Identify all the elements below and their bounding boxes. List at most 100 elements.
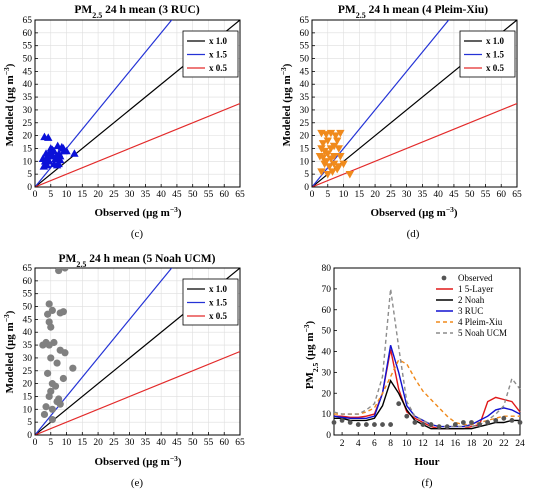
data-point [61, 268, 69, 272]
observed-point [355, 422, 361, 427]
y-tick-label: 35 [23, 341, 33, 351]
x-tick-label: 0 [33, 438, 38, 448]
legend-label: x 1.5 [486, 50, 505, 60]
y-tick-label: 20 [322, 389, 332, 399]
y-tick-label: 60 [23, 277, 33, 287]
data-point [47, 323, 55, 331]
y-tick-label: 80 [322, 264, 332, 274]
y-tick-label: 10 [23, 405, 33, 415]
data-point [69, 364, 77, 372]
x-tick-label: 2 [340, 439, 345, 449]
x-tick-label: 10 [339, 190, 349, 200]
observed-point [412, 420, 418, 425]
y-tick-label: 55 [23, 42, 33, 52]
x-tick-label: 30 [125, 438, 135, 448]
y-tick-label: 70 [322, 285, 332, 295]
y-tick-label: 60 [23, 29, 33, 39]
x-tick-label: 50 [188, 438, 198, 448]
y-tick-label: 60 [300, 29, 310, 39]
x-tick-label: 5 [325, 190, 330, 200]
panel-e: PM2.5 24 h mean (5 Noah UCM) 0 5 10 15 20 25 3… [2, 253, 246, 489]
y-tick-label: 45 [23, 67, 33, 77]
x-tick-label: 40 [433, 190, 443, 200]
panel-c-title: PM2.5 24 h mean (3 RUC) [74, 4, 199, 20]
series-line [334, 349, 521, 430]
data-point [345, 170, 355, 179]
x-tick-label: 14 [434, 439, 444, 449]
legend-label: Observed [458, 273, 493, 283]
x-tick-label: 35 [141, 438, 151, 448]
panel-e-label: (e) [131, 477, 144, 489]
y-tick-label: 5 [27, 170, 32, 180]
series-line [334, 358, 520, 426]
panel-c-label: (c) [131, 228, 144, 240]
data-point [55, 268, 63, 275]
panel-d-x-axis-label: Observed (µg m−3) [370, 205, 457, 220]
data-point [56, 400, 64, 408]
x-tick-label: 15 [78, 438, 88, 448]
data-point [326, 129, 336, 138]
x-tick-label: 10 [62, 190, 72, 200]
y-tick-label: 25 [23, 119, 33, 129]
data-point [40, 410, 49, 419]
panel-d-y-axis-label: Modeled (µg m−3) [279, 63, 294, 146]
reference-line [35, 268, 173, 435]
y-tick-label: 15 [23, 392, 33, 402]
data-point [329, 160, 339, 169]
observed-point [460, 420, 466, 425]
data-point [54, 159, 63, 168]
legend-label: x 0.5 [209, 311, 228, 321]
data-point [323, 170, 332, 179]
legend-label: x 1.5 [209, 298, 228, 308]
x-tick-label: 50 [465, 190, 475, 200]
observed-point [339, 417, 345, 423]
legend-label: 1 5-Layer [458, 284, 493, 294]
y-tick-label: 40 [23, 80, 33, 90]
data-point [318, 140, 328, 148]
data-point [336, 152, 345, 161]
y-tick-label: 30 [23, 354, 33, 364]
legend-label: x 0.5 [209, 63, 228, 73]
x-tick-label: 60 [219, 190, 229, 200]
x-tick-label: 10 [62, 438, 72, 448]
y-tick-label: 25 [300, 119, 310, 129]
data-point [44, 133, 53, 141]
y-tick-label: 35 [23, 93, 33, 103]
observed-point [509, 417, 515, 423]
panel-f-label: (f) [422, 477, 433, 489]
y-tick-label: 45 [300, 67, 310, 77]
x-tick-label: 25 [109, 438, 119, 448]
y-tick-label: 40 [23, 328, 33, 338]
data-point [323, 137, 332, 146]
data-point [329, 152, 339, 161]
observed-point [517, 420, 523, 425]
panel-c-y-axis-label: Modeled (µg m−3) [2, 63, 17, 146]
points-group [315, 129, 355, 179]
x-tick-label: 25 [109, 190, 119, 200]
x-tick-label: 40 [156, 190, 166, 200]
x-tick-label: 4 [356, 439, 361, 449]
panel-c: PM2.5 24 h mean (3 RUC) 0 5 10 15 20 25 30 35 40… [2, 4, 246, 240]
x-tick-label: 20 [93, 438, 103, 448]
series-line [333, 345, 521, 428]
y-tick-label: 55 [23, 290, 33, 300]
legend-label: 2 Noah [458, 295, 485, 305]
observed-point [331, 420, 337, 425]
observed-point [493, 417, 499, 423]
reference-line [35, 20, 173, 187]
legend-swatch [441, 275, 447, 281]
data-point [42, 154, 52, 162]
observed-point [444, 424, 450, 430]
x-tick-label: 30 [402, 190, 412, 200]
y-tick-label: 10 [300, 157, 310, 167]
data-point [333, 137, 342, 146]
legend-label: x 1.0 [209, 36, 228, 46]
points-group [38, 132, 79, 170]
panel-f-y-axis-label: PM2.5 (µg m−3) [302, 320, 320, 389]
y-tick-label: 20 [300, 132, 310, 142]
panel-f-x-axis-label: Hour [414, 456, 439, 468]
x-tick-label: 0 [310, 190, 315, 200]
x-tick-label: 45 [172, 190, 182, 200]
x-tick-label: 65 [235, 190, 245, 200]
